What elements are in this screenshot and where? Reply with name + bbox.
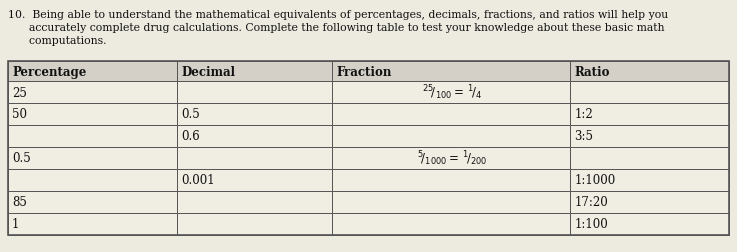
Bar — [8, 82, 178, 104]
Bar — [8, 213, 178, 235]
Bar — [570, 147, 729, 169]
Bar — [332, 62, 570, 82]
Bar — [570, 62, 729, 82]
Text: 85: 85 — [12, 196, 27, 209]
Bar — [332, 125, 570, 147]
Text: computations.: computations. — [8, 36, 107, 46]
Text: 0.5: 0.5 — [181, 108, 200, 121]
Bar — [8, 191, 178, 213]
Bar — [178, 82, 332, 104]
Bar — [332, 169, 570, 191]
Text: 25: 25 — [12, 86, 27, 99]
Bar — [178, 169, 332, 191]
Text: Fraction: Fraction — [337, 65, 392, 78]
Bar — [570, 169, 729, 191]
Bar — [8, 169, 178, 191]
Bar — [570, 104, 729, 125]
Bar — [178, 125, 332, 147]
Text: Ratio: Ratio — [574, 65, 610, 78]
Bar — [332, 82, 570, 104]
Bar — [332, 191, 570, 213]
Bar — [8, 125, 178, 147]
Text: 50: 50 — [12, 108, 27, 121]
Text: 10.  Being able to understand the mathematical equivalents of percentages, decim: 10. Being able to understand the mathema… — [8, 10, 668, 20]
Text: 0.6: 0.6 — [181, 130, 200, 143]
Bar — [8, 62, 178, 82]
Bar — [8, 147, 178, 169]
Bar — [178, 104, 332, 125]
Bar — [178, 147, 332, 169]
Bar — [332, 104, 570, 125]
Bar — [8, 62, 729, 235]
Bar — [178, 191, 332, 213]
Bar — [570, 82, 729, 104]
Text: 0.5: 0.5 — [12, 152, 31, 165]
Text: Decimal: Decimal — [181, 65, 235, 78]
Bar — [178, 213, 332, 235]
Text: 17:20: 17:20 — [574, 196, 608, 209]
Bar — [570, 191, 729, 213]
Text: 1:2: 1:2 — [574, 108, 593, 121]
Text: accurately complete drug calculations. Complete the following table to test your: accurately complete drug calculations. C… — [8, 23, 665, 33]
Text: 1:1000: 1:1000 — [574, 174, 615, 187]
Bar — [8, 104, 178, 125]
Bar — [332, 213, 570, 235]
Text: 1:100: 1:100 — [574, 218, 608, 231]
Text: 3:5: 3:5 — [574, 130, 593, 143]
Bar — [570, 125, 729, 147]
Bar — [332, 147, 570, 169]
Bar — [570, 213, 729, 235]
Text: $\mathregular{\,^{5}\!/_{1000}} = \mathregular{\,^{1}\!/_{200}}$: $\mathregular{\,^{5}\!/_{1000}} = \mathr… — [415, 149, 488, 168]
Text: 0.001: 0.001 — [181, 174, 215, 187]
Text: Percentage: Percentage — [12, 65, 86, 78]
Text: $\mathregular{\,^{25}\!/_{100}} = \mathregular{\,^{1}\!/_{4}}$: $\mathregular{\,^{25}\!/_{100}} = \mathr… — [420, 83, 483, 102]
Text: 1: 1 — [12, 218, 19, 231]
Bar — [178, 62, 332, 82]
